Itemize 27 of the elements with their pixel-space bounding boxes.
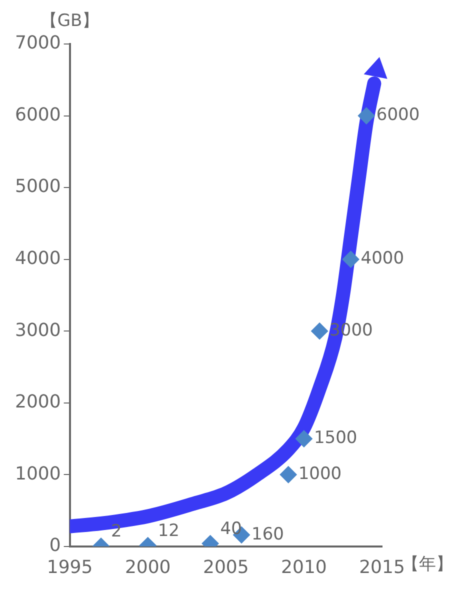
point xyxy=(342,250,360,268)
data-label: 12 xyxy=(158,520,180,541)
y-tick-label: 3000 xyxy=(14,320,61,341)
data-label: 1000 xyxy=(298,464,342,484)
data-label: 40 xyxy=(220,518,242,539)
y-tick-label: 5000 xyxy=(14,176,61,198)
x-axis-title: 【年】 xyxy=(402,554,453,574)
x-tick-label: 2015 xyxy=(359,556,405,578)
point xyxy=(311,322,328,340)
x-tick-label: 2005 xyxy=(203,556,249,578)
x-tick-label: 2000 xyxy=(124,556,171,578)
x-tick-label: 1995 xyxy=(46,556,93,578)
point xyxy=(358,107,375,124)
y-axis-title: 【GB】 xyxy=(40,10,100,31)
data-label: 6000 xyxy=(376,105,420,126)
y-tick-label: 0 xyxy=(49,535,61,556)
point xyxy=(280,466,297,484)
y-tick-label: 4000 xyxy=(14,248,61,269)
y-tick-label: 7000 xyxy=(14,32,61,54)
data-label: 4000 xyxy=(360,248,404,269)
x-tick-label: 2010 xyxy=(281,556,327,578)
y-tick-label: 6000 xyxy=(14,104,61,126)
point xyxy=(295,430,312,448)
y-tick-label: 2000 xyxy=(14,392,61,413)
y-tick-label: 1000 xyxy=(14,463,61,484)
data-label: 160 xyxy=(252,524,284,544)
data-label: 1500 xyxy=(314,428,358,448)
